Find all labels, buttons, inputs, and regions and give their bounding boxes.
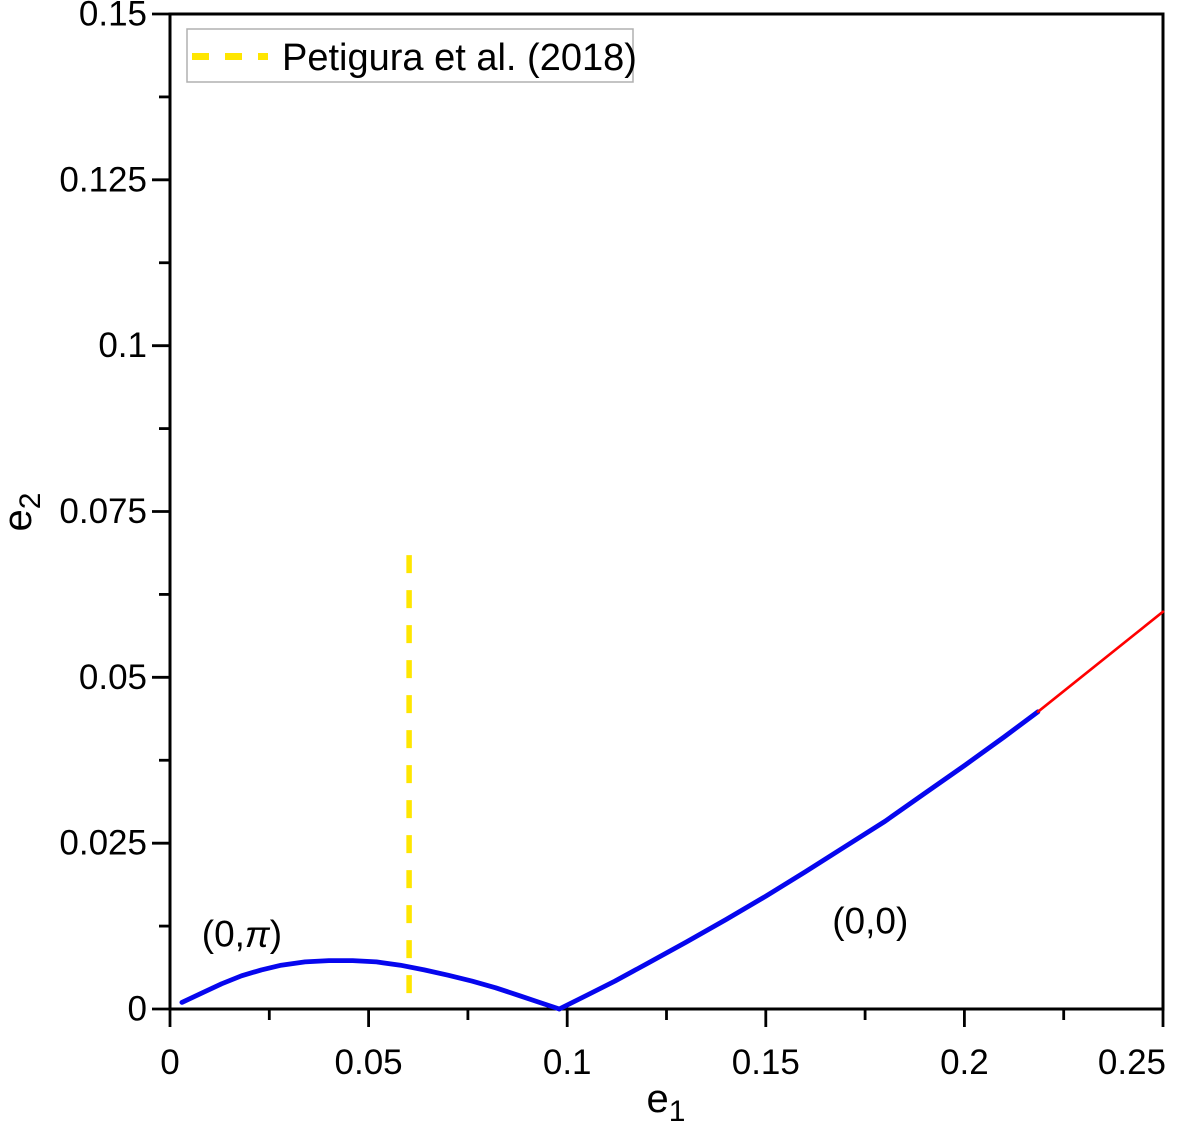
plot-border — [168, 12, 1165, 1011]
y-tick-label: 0 — [128, 990, 147, 1029]
y-tick-label: 0.075 — [59, 492, 147, 531]
x-tick-label: 0.05 — [335, 1043, 403, 1082]
x-tick-label: 0.25 — [1098, 1043, 1166, 1082]
legend-label: Petigura et al. (2018) — [282, 37, 637, 79]
y-axis-label-subscript: 2 — [14, 493, 47, 510]
curve-annotation-0: (0,π) — [202, 914, 282, 955]
y-tick-label: 0.125 — [59, 160, 147, 199]
x-axis-label-subscript: 1 — [669, 1095, 686, 1125]
y-tick-label: 0.025 — [59, 824, 147, 863]
series-branch-0-pi — [179, 958, 562, 1012]
x-tick-label: 0.2 — [940, 1043, 989, 1082]
x-axis-label-main: e — [647, 1077, 669, 1121]
x-tick-label: 0.15 — [732, 1043, 800, 1082]
y-axis-label: e2 — [0, 493, 47, 532]
series-layer — [179, 543, 1165, 1012]
series-branch-0-0-extension — [1036, 610, 1165, 714]
x-tick-label: 0.1 — [543, 1043, 592, 1082]
y-tick-label: 0.15 — [79, 0, 147, 34]
y-axis-label-main: e — [0, 509, 40, 531]
legend: Petigura et al. (2018) — [186, 28, 637, 83]
y-tick-label: 0.1 — [98, 326, 147, 365]
series-branch-0-0 — [556, 709, 1041, 1012]
x-tick-label: 0 — [160, 1043, 179, 1082]
y-tick-label: 0.05 — [79, 658, 147, 697]
x-axis-label: e1 — [647, 1077, 686, 1125]
axes-layer: 0 0.05 0.1 0.15 0.2 0.25 0 0.025 0.05 0.075 0.1 0.1… — [59, 0, 1166, 1082]
annotations-layer: (0,π) (0,0) — [202, 900, 909, 954]
curve-annotation-1: (0,0) — [832, 900, 908, 941]
